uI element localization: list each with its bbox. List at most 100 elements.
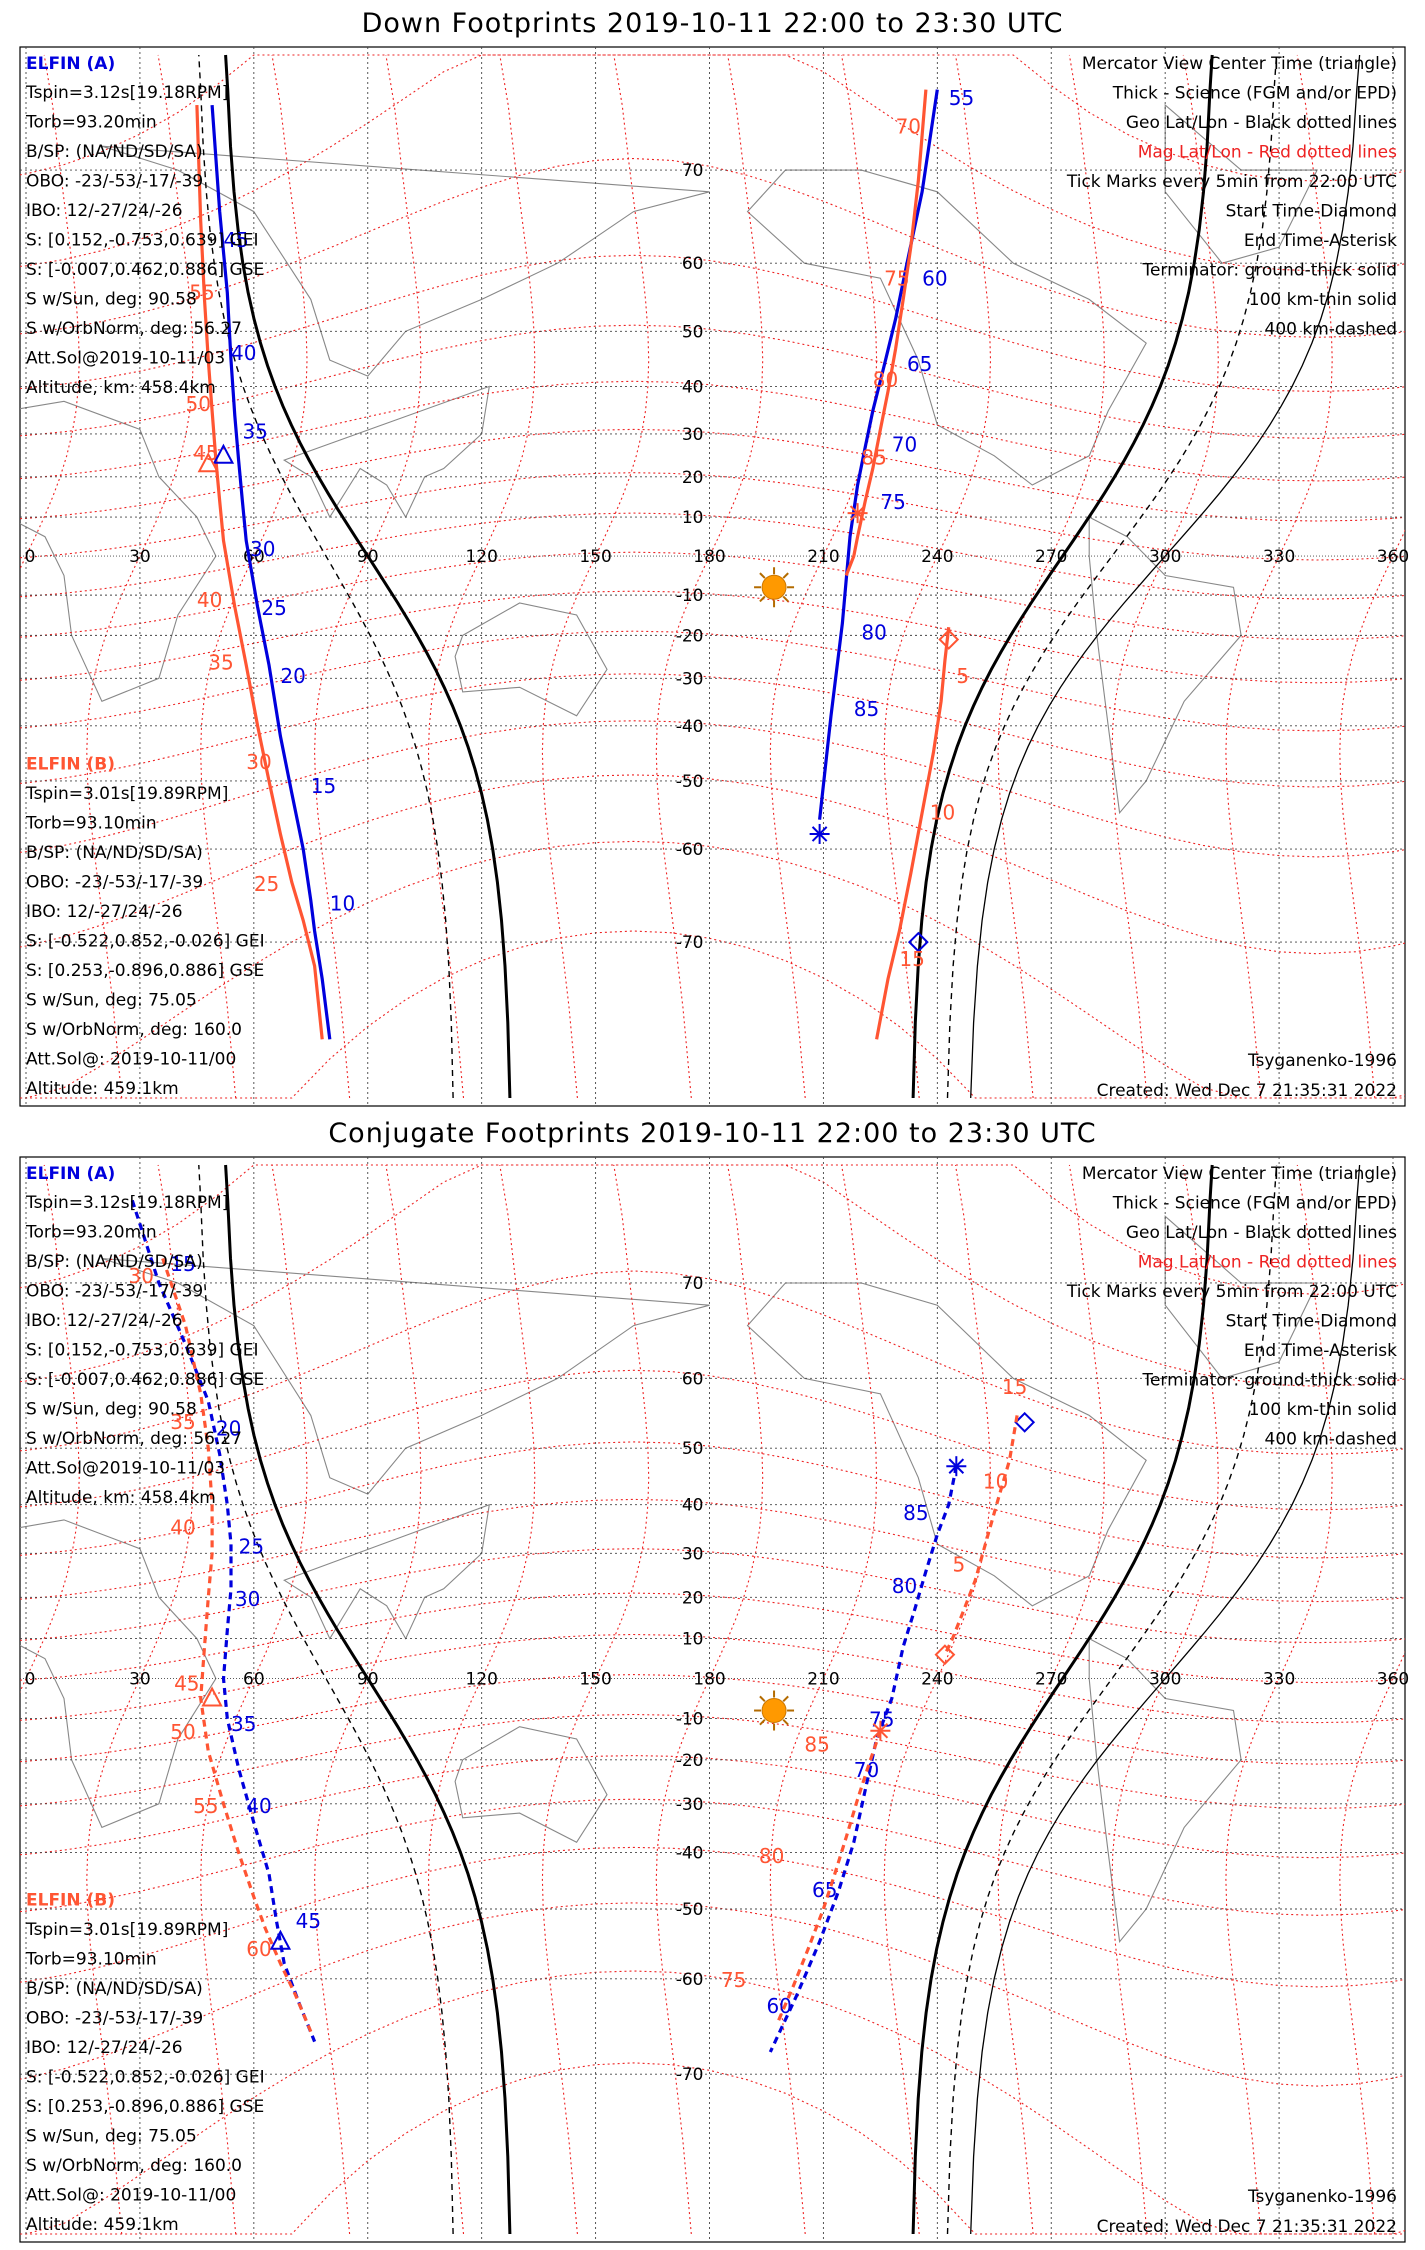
elfin-b-info-line: S w/Sun, deg: 75.05 bbox=[26, 2127, 197, 2147]
track-tick-label: 15 bbox=[899, 947, 924, 971]
mag-latitude-line bbox=[20, 1369, 1405, 1511]
track-tick-label: 40 bbox=[246, 1794, 271, 1818]
x-tick-label: 120 bbox=[465, 1670, 497, 1690]
y-tick-label: 50 bbox=[682, 322, 704, 342]
track-segment bbox=[161, 1257, 313, 2033]
x-tick-label: 240 bbox=[921, 547, 953, 567]
mag-latitude-line bbox=[20, 1713, 1405, 1809]
x-tick-label: 360 bbox=[1377, 547, 1409, 567]
track-tick-label: 75 bbox=[884, 266, 909, 290]
track-segment bbox=[768, 1465, 958, 2053]
x-tick-label: 240 bbox=[921, 1670, 953, 1690]
elfin-a-info: ELFIN (A) Tspin=3.12s[19.18RPM] Torb=93.20… bbox=[25, 1164, 264, 1508]
view-center-triangle bbox=[212, 443, 235, 464]
view-center-triangle bbox=[269, 1929, 292, 1950]
elfin-a-info-line: S w/Sun, deg: 90.58 bbox=[26, 1400, 197, 1420]
legend-entry: Mag Lat/Lon - Red dotted lines bbox=[1138, 143, 1397, 163]
track-tick-label: 15 bbox=[311, 774, 336, 798]
sun-ray bbox=[759, 595, 766, 603]
track-segment bbox=[943, 1415, 1019, 1656]
x-tick-label: 360 bbox=[1377, 1670, 1409, 1690]
elfin-b-track: 30 35 40 45 50 55 60 15 10 5 85 80 75 bbox=[129, 1257, 1027, 2033]
track-tick-label: 70 bbox=[892, 433, 917, 457]
coastline-outline bbox=[101, 1257, 710, 1495]
mag-latitude-line bbox=[20, 1441, 1405, 1559]
elfin-b-title: ELFIN (B) bbox=[26, 755, 115, 775]
track-tick-label: 45 bbox=[174, 1672, 199, 1696]
x-tick-label: 270 bbox=[1035, 547, 1067, 567]
elfin-a-info: ELFIN (A) Tspin=3.12s[19.18RPM] Torb=93.20… bbox=[25, 54, 264, 398]
elfin-b-info-line: S: [-0.522,0.852,-0.026] GEI bbox=[26, 932, 265, 952]
x-tick-label: 300 bbox=[1149, 1670, 1181, 1690]
down-footprints-map: 0 30 60 90 120 150 180 210 240 270 300 330 360 70 60 50… bbox=[19, 46, 1409, 1107]
elfin-b-info-line: Tspin=3.01s[19.89RPM] bbox=[25, 1920, 228, 1940]
legend-entry: 100 km-thin solid bbox=[1249, 1400, 1397, 1420]
track-tick-label: 35 bbox=[208, 650, 233, 674]
x-tick-label: 180 bbox=[693, 1670, 725, 1690]
track-tick-label: 55 bbox=[949, 86, 974, 110]
x-tick-label: 30 bbox=[129, 547, 151, 567]
asterisk-stroke bbox=[811, 826, 828, 842]
track-tick-label: 85 bbox=[861, 445, 886, 469]
y-tick-label: 20 bbox=[682, 1588, 704, 1608]
mag-latitude-line bbox=[20, 1846, 1405, 1988]
y-tick-label: -50 bbox=[676, 772, 704, 792]
elfin-b-info-line: Torb=93.10min bbox=[25, 1950, 157, 1970]
legend-entry: Thick - Science (FGM and/or EPD) bbox=[1112, 1194, 1397, 1214]
mag-latitude-line bbox=[20, 1970, 1405, 2235]
y-tick-label: -40 bbox=[676, 1844, 704, 1864]
elfin-a-info-line: S: [0.152,-0.753,0.639] GEI bbox=[26, 231, 258, 251]
terminator-line bbox=[946, 1164, 1278, 2235]
conjugate-footprints-panel: Conjugate Footprints 2019-10-11 22:00 to… bbox=[0, 1110, 1425, 2250]
sun-ray bbox=[759, 1695, 766, 1703]
track-tick-label: 80 bbox=[759, 1844, 784, 1868]
mag-latitude-line bbox=[20, 840, 1405, 1099]
track-tick-label: 35 bbox=[231, 1712, 256, 1736]
y-tick-label: 30 bbox=[682, 425, 704, 445]
legend-entry: Mag Lat/Lon - Red dotted lines bbox=[1138, 1253, 1397, 1273]
terminator-line bbox=[946, 54, 1278, 1099]
track-tick-label: 80 bbox=[861, 621, 886, 645]
y-tick-label: -20 bbox=[676, 626, 704, 646]
mag-latitude-line bbox=[20, 380, 1405, 482]
elfin-a-title: ELFIN (A) bbox=[26, 54, 115, 74]
track-tick-label: 30 bbox=[235, 1587, 260, 1611]
elfin-b-info-line: Att.Sol@: 2019-10-11/00 bbox=[26, 1050, 236, 1070]
elfin-a-info-line: Altitude, km: 458.4km bbox=[26, 1488, 216, 1508]
end-asterisk-marker bbox=[847, 503, 868, 524]
track-tick-label: 5 bbox=[956, 664, 969, 688]
start-diamond-marker bbox=[934, 1644, 956, 1666]
panel-title: Conjugate Footprints 2019-10-11 22:00 to… bbox=[328, 1118, 1097, 1149]
terminator-line bbox=[911, 54, 1214, 1099]
track-tick-label: 35 bbox=[242, 419, 267, 443]
x-tick-label: 180 bbox=[693, 547, 725, 567]
track-tick-label: 45 bbox=[296, 1909, 321, 1933]
track-tick-label: 15 bbox=[1002, 1375, 1027, 1399]
x-tick-label: 330 bbox=[1263, 547, 1295, 567]
terminator bbox=[198, 1164, 1361, 2235]
track-tick-label: 85 bbox=[804, 1732, 829, 1756]
legend-entry: Terminator: ground-thick solid bbox=[1141, 1371, 1397, 1391]
mag-latitude-line bbox=[20, 1548, 1405, 1644]
y-tick-label: 30 bbox=[682, 1544, 704, 1564]
end-asterisk-marker bbox=[946, 1456, 967, 1477]
sun-ray bbox=[782, 572, 789, 579]
track-tick-label: 25 bbox=[261, 596, 286, 620]
legend-entry: 400 km-dashed bbox=[1265, 320, 1397, 340]
x-tick-label: 300 bbox=[1149, 547, 1181, 567]
map-layer bbox=[20, 47, 1405, 1106]
legend-entry: Geo Lat/Lon - Black dotted lines bbox=[1126, 113, 1397, 133]
elfin-a-info-line: S w/Sun, deg: 90.58 bbox=[26, 290, 197, 310]
elfin-b-info-line: Tspin=3.01s[19.89RPM] bbox=[25, 784, 228, 804]
y-tick-label: -40 bbox=[676, 717, 704, 737]
y-tick-label: 10 bbox=[682, 1630, 704, 1650]
legend-entry: Terminator: ground-thick solid bbox=[1141, 261, 1397, 281]
x-tick-label: 30 bbox=[129, 1670, 151, 1690]
coastline-outline bbox=[454, 602, 608, 717]
elfin-b-info-line: S: [-0.522,0.852,-0.026] GEI bbox=[26, 2068, 265, 2088]
terminator-line bbox=[911, 1164, 1214, 2235]
coastline-outline bbox=[20, 1519, 217, 1829]
coastline-outline bbox=[746, 1282, 1147, 1607]
geo-grid bbox=[20, 1157, 1405, 2242]
